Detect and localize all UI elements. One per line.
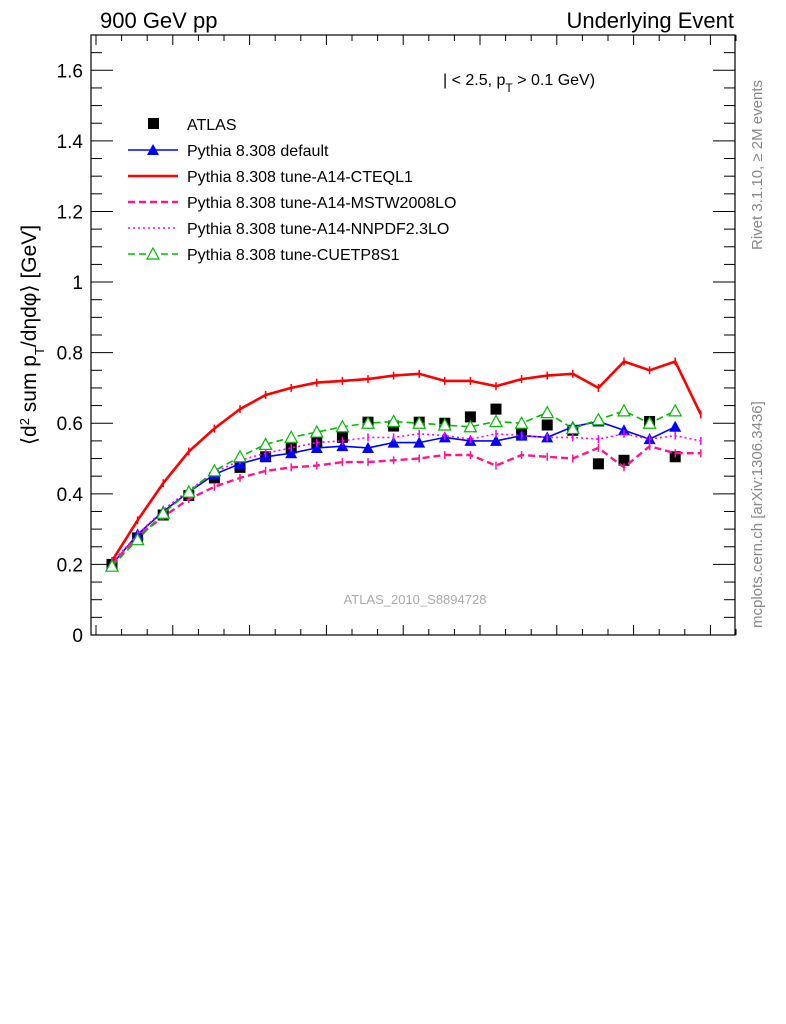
- data-point: [668, 403, 683, 417]
- y-tick-label: 0.6: [57, 414, 83, 435]
- x-axis-ticks: [95, 35, 737, 635]
- data-point: [232, 449, 248, 463]
- data-point: [285, 447, 298, 459]
- legend-label: Pythia 8.308 default: [187, 143, 329, 160]
- data-point: [156, 505, 171, 519]
- series-line: [111, 410, 676, 567]
- mcplots-label: mcplots.cern.ch [arXiv:1306.3436]: [749, 401, 766, 628]
- data-point: [592, 458, 604, 470]
- legend-label: Pythia 8.308 tune-CUETP8S1: [187, 247, 400, 264]
- legend-entry: Pythia 8.308 tune-CUETP8S1: [128, 246, 400, 264]
- y-axis-ticks: 0 0.2 0.4 0.6 0.8 1 1.2 1.4 1.6: [57, 34, 735, 647]
- legend: ATLAS Pythia 8.308 default Pythia 8.308 tu…: [128, 117, 456, 264]
- data-point: [181, 484, 196, 498]
- header-right: Underlying Event: [566, 8, 734, 33]
- data-point: [336, 440, 349, 452]
- data-point: [669, 420, 682, 432]
- data-point: [413, 436, 426, 448]
- data-point: [130, 532, 145, 546]
- data-point: [362, 441, 374, 453]
- y-tick-label: 1.4: [57, 132, 84, 153]
- legend-label: Pythia 8.308 tune-A14-NNPDF2.3LO: [187, 221, 449, 238]
- series-line: [110, 359, 702, 562]
- data-point: [565, 421, 580, 435]
- data-point: [335, 419, 350, 433]
- series-pythia-8-308-tune-cuetp8s1: [104, 403, 683, 572]
- series-pythia-8-308-tune-a14-mstw2008lo: [111, 442, 702, 569]
- data-point: [464, 411, 476, 423]
- data-point: [490, 403, 502, 415]
- legend-marker: [145, 246, 161, 260]
- data-point: [284, 430, 299, 443]
- data-point: [618, 424, 630, 436]
- data-point: [387, 436, 400, 448]
- data-point: [386, 414, 401, 428]
- data-point: [309, 424, 324, 438]
- data-point: [310, 441, 323, 453]
- y-tick-label: 0.2: [57, 555, 83, 576]
- legend-label: Pythia 8.308 tune-A14-CTEQL1: [187, 169, 413, 186]
- y-tick-label: 1: [72, 273, 83, 294]
- data-point: [258, 437, 273, 451]
- legend-entry: Pythia 8.308 tune-A14-CTEQL1: [128, 169, 413, 186]
- data-point: [488, 414, 504, 428]
- data-point: [618, 454, 630, 466]
- data-point: [591, 412, 606, 426]
- y-tick-label: 1.6: [57, 61, 83, 82]
- y-tick-label: 0.8: [57, 344, 83, 365]
- legend-marker: [147, 144, 159, 155]
- legend-marker: [148, 118, 159, 129]
- series-pythia-8-308-tune-a14-cteql1: [110, 357, 702, 565]
- data-point: [463, 419, 478, 433]
- data-point: [541, 419, 553, 431]
- data-point: [412, 415, 427, 429]
- legend-label: Pythia 8.308 tune-A14-MSTW2008LO: [187, 195, 456, 212]
- data-point: [514, 415, 529, 429]
- series-line: [111, 444, 701, 566]
- y-tick-label: 0: [72, 626, 83, 647]
- header-left: 900 GeV pp: [100, 8, 217, 33]
- data-point: [437, 417, 452, 431]
- analysis-watermark: ATLAS_2010_S8894728: [344, 592, 487, 607]
- legend-entry: Pythia 8.308 tune-A14-NNPDF2.3LO: [128, 221, 449, 238]
- y-tick-label: 0.4: [57, 485, 84, 506]
- data-point: [540, 405, 555, 419]
- legend-entry: ATLAS: [148, 117, 237, 134]
- legend-entry: Pythia 8.308 tune-A14-MSTW2008LO: [128, 195, 456, 212]
- data-point: [207, 463, 222, 477]
- legend-label: ATLAS: [187, 117, 237, 134]
- y-tick-label: 1.2: [57, 202, 83, 223]
- series-layer: [104, 357, 702, 572]
- data-point: [642, 415, 657, 429]
- rivet-label: Rivet 3.1.10, ≥ 2M events: [749, 80, 766, 250]
- data-point: [360, 415, 376, 429]
- data-point: [104, 558, 120, 572]
- legend-entry: Pythia 8.308 default: [128, 143, 329, 160]
- data-point: [490, 434, 502, 446]
- data-point: [616, 403, 632, 417]
